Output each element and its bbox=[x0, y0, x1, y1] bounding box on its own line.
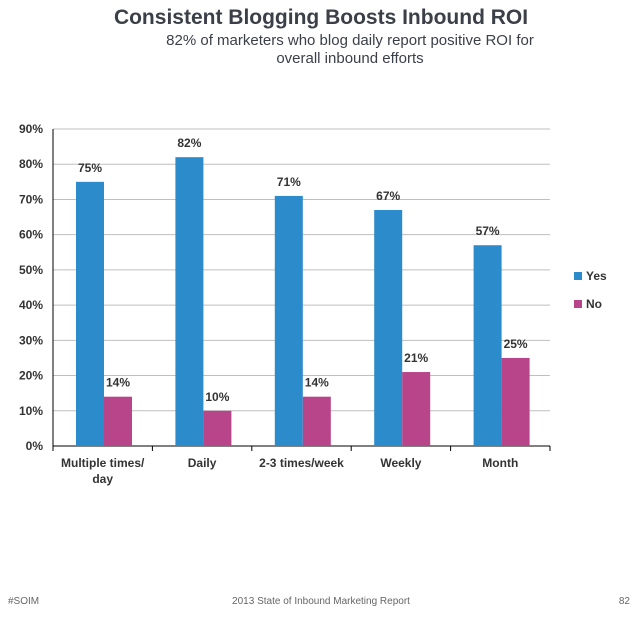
chart-title: Consistent Blogging Boosts Inbound ROI bbox=[113, 6, 529, 29]
x-tick-label: Weekly bbox=[380, 456, 421, 470]
chart-subtitle: 82% of marketers who blog daily report p… bbox=[166, 32, 534, 67]
bar-yes bbox=[374, 210, 403, 446]
bar-yes bbox=[76, 181, 104, 447]
x-tick-label: 2-3 times/week bbox=[259, 456, 344, 470]
bar-yes bbox=[274, 195, 303, 446]
data-label: 21% bbox=[404, 351, 428, 365]
y-tick-label: 20% bbox=[19, 369, 43, 383]
y-tick-label: 0% bbox=[26, 439, 44, 453]
bar-no bbox=[203, 410, 232, 446]
data-label: 10% bbox=[205, 390, 229, 404]
data-label: 14% bbox=[106, 376, 130, 390]
x-tick-label: Month bbox=[482, 456, 518, 470]
data-label: 67% bbox=[376, 189, 400, 203]
bar-yes bbox=[473, 245, 502, 446]
y-tick-label: 50% bbox=[19, 263, 43, 277]
bar-no bbox=[501, 357, 530, 446]
y-tick-label: 60% bbox=[19, 228, 43, 242]
data-label: 71% bbox=[277, 175, 301, 189]
y-tick-label: 70% bbox=[19, 192, 43, 206]
legend-swatch-no bbox=[574, 300, 582, 308]
data-label: 75% bbox=[78, 161, 102, 175]
footer-hashtag: #SOIM bbox=[8, 596, 40, 607]
footer-page-number: 82 bbox=[618, 596, 630, 607]
legend-item-yes: Yes bbox=[574, 269, 607, 283]
bar-no bbox=[302, 396, 331, 446]
legend-swatch-yes bbox=[574, 272, 582, 280]
data-label: 57% bbox=[476, 224, 500, 238]
x-tick-label: Multiple times/ bbox=[61, 456, 145, 470]
data-label: 82% bbox=[177, 136, 201, 150]
y-tick-label: 80% bbox=[19, 157, 43, 171]
x-tick-label: Daily bbox=[188, 456, 217, 470]
bar-no bbox=[402, 372, 431, 446]
legend-item-no: No bbox=[574, 297, 602, 311]
y-tick-label: 40% bbox=[19, 298, 43, 312]
bar-yes bbox=[175, 157, 204, 446]
y-tick-label: 90% bbox=[19, 122, 43, 136]
y-tick-label: 10% bbox=[19, 404, 43, 418]
data-label: 14% bbox=[305, 376, 329, 390]
data-label: 25% bbox=[504, 337, 528, 351]
bar-no bbox=[104, 396, 132, 446]
footer-report-title: 2013 State of Inbound Marketing Report bbox=[232, 596, 410, 607]
legend-label-no: No bbox=[586, 297, 602, 311]
y-tick-label: 30% bbox=[19, 333, 43, 347]
x-tick-label: day bbox=[92, 472, 113, 486]
legend-label-yes: Yes bbox=[586, 269, 607, 283]
